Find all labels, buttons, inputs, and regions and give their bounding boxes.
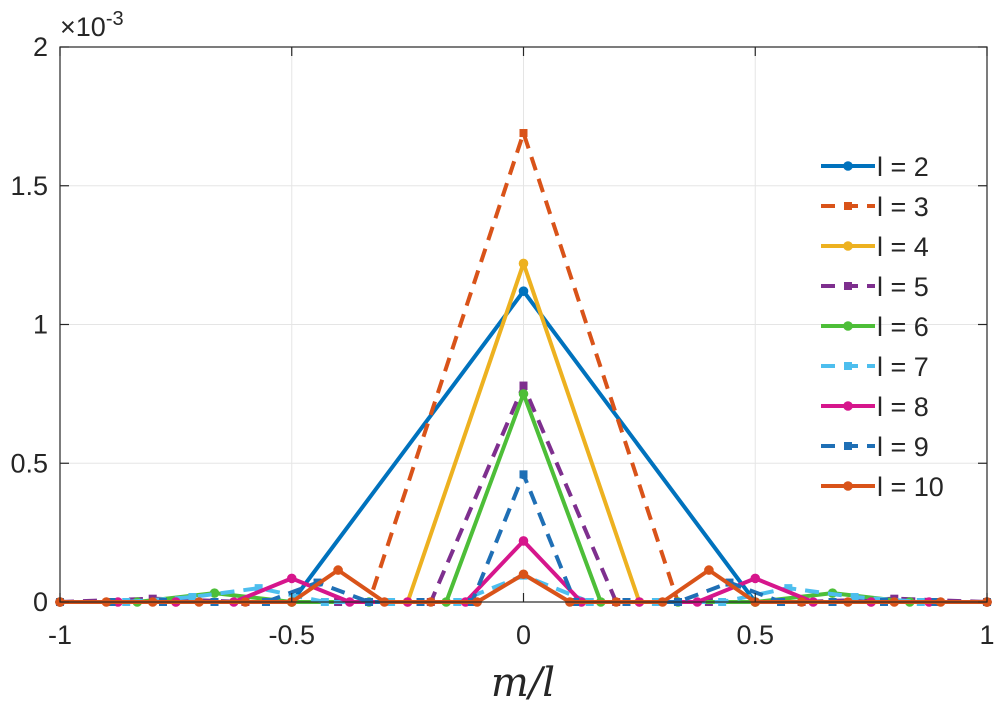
data-point <box>519 470 528 479</box>
axes: -1 -0.5 0 0.5 1 0 0.5 1 1.5 2 <box>10 32 994 650</box>
data-point <box>844 442 852 450</box>
data-point <box>519 381 528 390</box>
data-point <box>843 321 853 331</box>
data-point <box>844 362 852 370</box>
legend: l = 2 l = 3 l = 4 l = 5 l = 6 l = 7 l = 8 l = 9… <box>821 152 944 502</box>
data-point <box>850 593 859 602</box>
legend-item: l = 8 <box>821 392 929 422</box>
y-tick-label: 2 <box>33 32 48 62</box>
data-point <box>519 129 528 138</box>
x-tick-label: -1 <box>48 620 72 650</box>
x-axis-label: m/l <box>491 660 555 706</box>
legend-item: l = 10 <box>821 472 944 502</box>
data-point <box>843 241 853 251</box>
x-tick-label: 1 <box>979 620 994 650</box>
data-point <box>843 401 853 411</box>
data-point <box>188 593 197 602</box>
data-point <box>844 202 852 210</box>
data-point <box>518 536 529 546</box>
y-tick-label: 0.5 <box>10 448 48 478</box>
legend-item: l = 5 <box>821 272 929 302</box>
data-point <box>750 573 761 584</box>
data-point <box>843 481 853 491</box>
data-point <box>286 573 297 584</box>
data-point <box>843 161 853 171</box>
y-tick-label: 0 <box>33 587 48 617</box>
y-axis-exponent: ×10-3 <box>60 8 124 42</box>
data-point <box>518 569 529 580</box>
data-point <box>844 282 852 290</box>
data-point <box>518 258 529 269</box>
y-tick-label: 1.5 <box>10 171 48 201</box>
data-point <box>254 584 263 593</box>
legend-item: l = 3 <box>821 192 929 222</box>
legend-label: l = 4 <box>877 232 929 262</box>
legend-item: l = 6 <box>821 312 929 342</box>
legend-item: l = 9 <box>821 432 929 462</box>
y-tick-label: 1 <box>33 310 48 340</box>
legend-label: l = 3 <box>877 192 929 222</box>
legend-item: l = 4 <box>821 232 929 262</box>
legend-item: l = 2 <box>821 152 929 182</box>
data-point <box>518 286 529 297</box>
data-point <box>784 584 793 593</box>
legend-item: l = 7 <box>821 352 929 382</box>
legend-label: l = 6 <box>877 312 929 342</box>
legend-label: l = 8 <box>877 392 929 422</box>
legend-label: l = 2 <box>877 152 929 182</box>
data-point <box>518 389 529 399</box>
data-point <box>209 588 220 598</box>
x-tick-label: 0.5 <box>736 620 774 650</box>
x-tick-label: 0 <box>516 620 531 650</box>
legend-label: l = 10 <box>877 472 944 502</box>
legend-label: l = 9 <box>877 432 929 462</box>
y-exponent-power: -3 <box>106 8 124 30</box>
y-exponent-base: ×10 <box>60 12 106 42</box>
x-tick-label: -0.5 <box>268 620 315 650</box>
data-point <box>704 565 714 575</box>
data-point <box>333 565 343 575</box>
legend-label: l = 5 <box>877 272 929 302</box>
legend-label: l = 7 <box>877 352 929 382</box>
